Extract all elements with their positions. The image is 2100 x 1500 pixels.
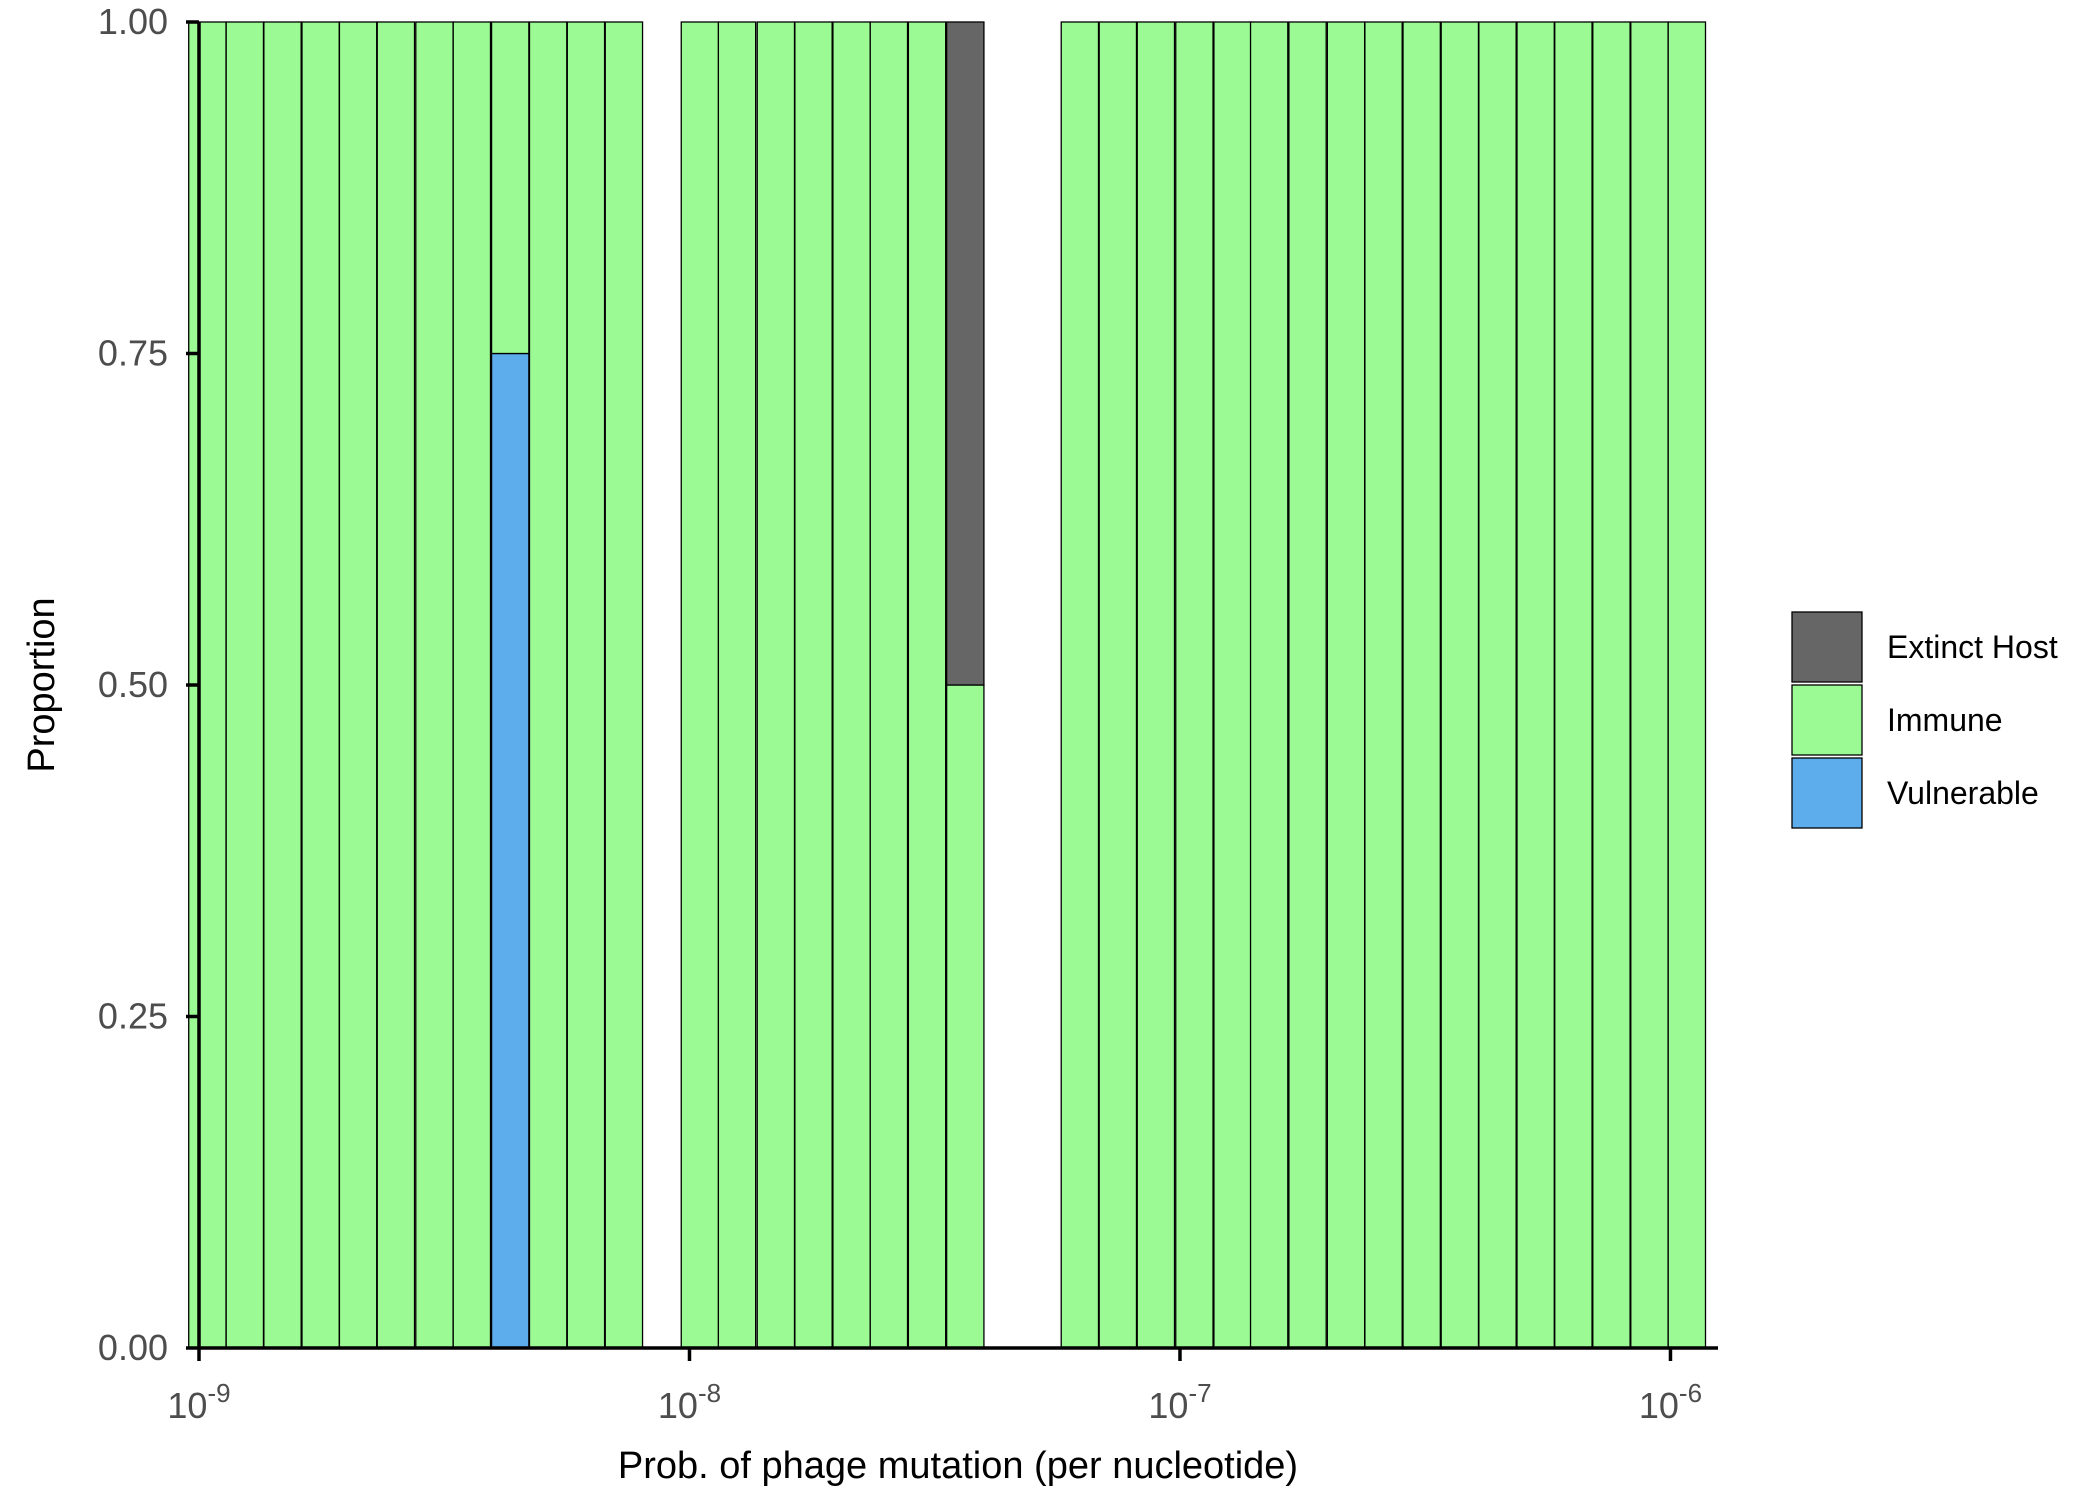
y-tick-label-4: 1.00: [98, 1, 168, 42]
bar-immune-3: [301, 21, 340, 1349]
y-tick-label-0: 0.00: [98, 1327, 168, 1368]
bar-immune-25: [1249, 21, 1289, 1349]
y-axis-title: Proportion: [21, 597, 63, 772]
bar-immune-26: [1288, 21, 1327, 1349]
bar-immune-20: [1060, 21, 1100, 1349]
bar-immune-28: [1364, 21, 1403, 1349]
y-tick-label-2: 0.50: [98, 664, 168, 705]
y-tick-label-3: 0.75: [98, 333, 168, 374]
bar-immune-36: [1667, 21, 1707, 1349]
bar-immune-21: [1098, 21, 1138, 1349]
legend-label-extinct: Extinct Host: [1887, 629, 2058, 665]
bar-immune-7: [452, 21, 492, 1349]
x-axis-title: Prob. of phage mutation (per nucleotide): [618, 1445, 1298, 1487]
bar-immune-14: [756, 21, 796, 1349]
bar-immune-13: [717, 21, 757, 1349]
bar-immune-30: [1440, 21, 1480, 1349]
bar-immune-2: [263, 21, 302, 1349]
bar-vulnerable-8: [490, 352, 530, 1349]
bar-immune-27: [1326, 21, 1366, 1349]
bar-immune-35: [1630, 21, 1669, 1349]
bar-immune-12: [680, 21, 720, 1349]
bar-immune-22: [1136, 21, 1176, 1349]
bar-immune-23: [1175, 21, 1214, 1349]
bar-immune-31: [1478, 21, 1517, 1349]
bar-immune-18: [907, 21, 947, 1349]
x-tick-label-3: 10-6: [1639, 1378, 1702, 1426]
bar-immune-9: [528, 21, 568, 1349]
bar-immune-8: [490, 21, 530, 355]
bars-layer: [188, 21, 1707, 1349]
bar-immune-15: [794, 21, 833, 1349]
bar-immune-4: [338, 21, 378, 1349]
bar-immune-24: [1213, 21, 1252, 1349]
bar-immune-32: [1516, 21, 1555, 1349]
x-ticks: 10-9 10-8 10-7 10-6: [167, 1348, 1702, 1426]
bar-immune-1: [225, 21, 265, 1349]
bar-immune-33: [1554, 21, 1593, 1349]
legend-swatch-immune: [1791, 684, 1863, 756]
x-tick-label-1: 10-8: [658, 1378, 721, 1426]
y-tick-label-1: 0.25: [98, 996, 168, 1037]
bar-immune-34: [1592, 21, 1631, 1349]
legend: Extinct Host Immune Vulnerable: [1791, 611, 2058, 829]
bar-immune-10: [566, 21, 606, 1349]
bar-immune-16: [832, 21, 871, 1349]
legend-label-immune: Immune: [1887, 702, 2003, 738]
bar-immune-5: [376, 21, 416, 1349]
legend-swatch-vulnerable: [1791, 757, 1863, 829]
bar-immune-6: [415, 21, 454, 1349]
bar-immune-19: [946, 684, 985, 1349]
x-tick-label-0: 10-9: [167, 1378, 230, 1426]
legend-label-vulnerable: Vulnerable: [1887, 775, 2039, 811]
bar-immune-17: [869, 21, 909, 1349]
legend-swatch-extinct: [1791, 611, 1863, 683]
bar-immune-11: [604, 21, 644, 1349]
y-ticks: 0.00 0.25 0.50 0.75 1.00: [98, 1, 199, 1368]
bar-immune-29: [1402, 21, 1441, 1349]
x-tick-label-2: 10-7: [1148, 1378, 1211, 1426]
bar-extinct-19: [946, 21, 985, 686]
